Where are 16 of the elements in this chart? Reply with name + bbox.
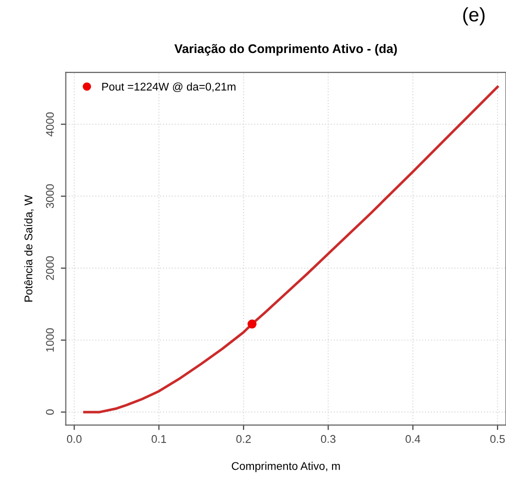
y-tick-label: 4000 <box>46 112 54 136</box>
y-tick-label: 2000 <box>46 256 54 280</box>
text: (e) <box>463 7 485 26</box>
x-tick-label: 0.4 <box>406 435 420 443</box>
legend-label: Pout =1224W @ da=0,21m <box>102 82 236 92</box>
x-tick-label: 0.2 <box>236 435 251 443</box>
y-tick-label: 3000 <box>46 184 54 208</box>
x-tick-label: 0.3 <box>320 435 336 443</box>
x-tick-label: 0.1 <box>152 435 166 443</box>
y-axis-title: Potência de Saída, W <box>24 195 34 302</box>
x-tick-label: 0.5 <box>490 435 505 443</box>
x-tick-label: 0.0 <box>66 435 82 443</box>
chart-title: Variação do Comprimento Ativo - (da) <box>174 44 397 56</box>
y-tick-label: 0 <box>46 409 54 415</box>
y-tick-label: 1000 <box>46 328 54 352</box>
x-axis-title: Comprimento Ativo, m <box>232 462 340 472</box>
